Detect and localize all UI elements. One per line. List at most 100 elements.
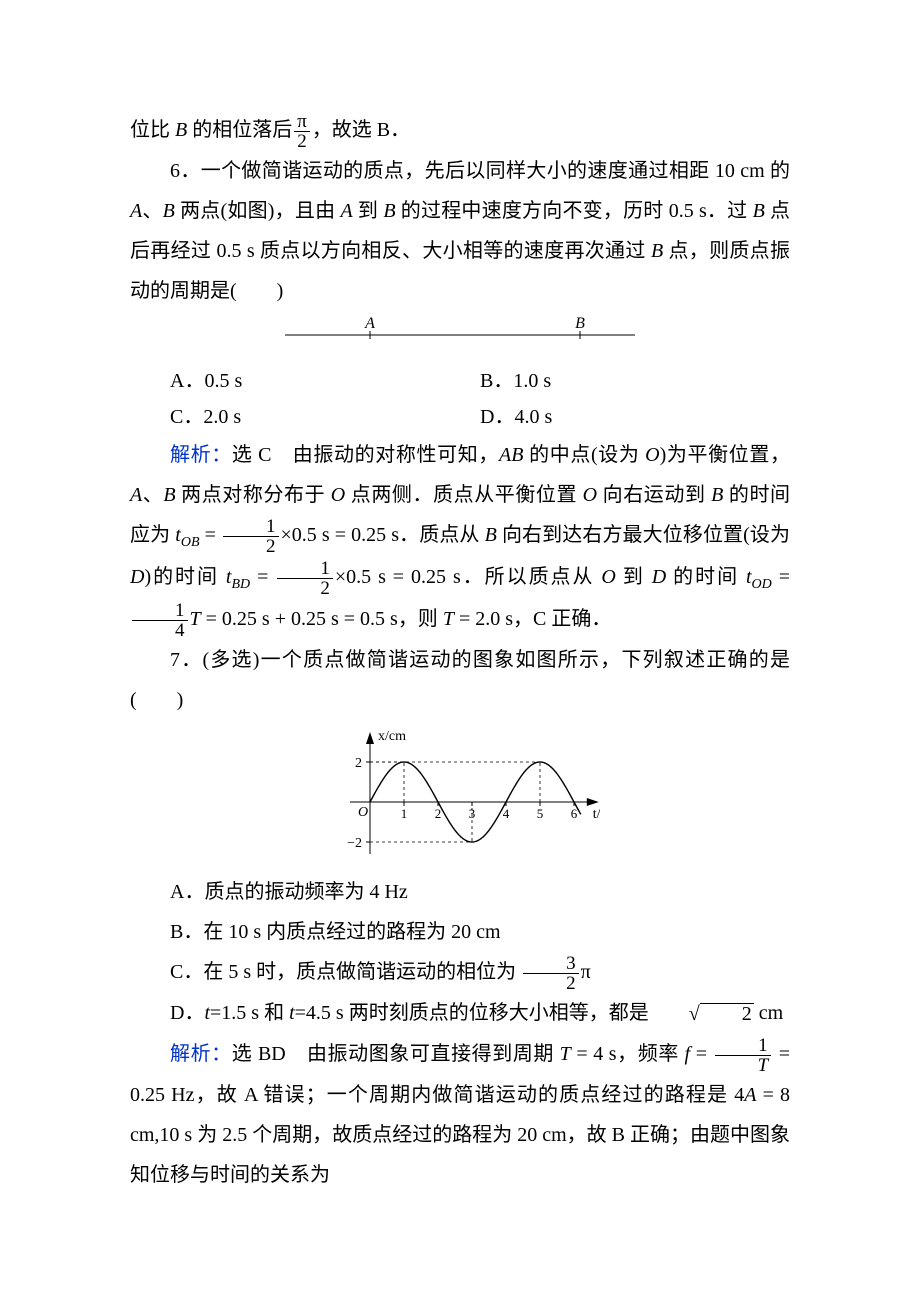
- option-a: A．0.5 s: [170, 363, 480, 399]
- var-b: B: [175, 119, 187, 141]
- svg-text:2: 2: [355, 756, 362, 771]
- svg-text:x/cm: x/cm: [378, 729, 406, 744]
- text: ×0.5 s = 0.25 s．质点从: [281, 524, 485, 546]
- var-T: T: [560, 1043, 571, 1065]
- var-ab: AB: [499, 444, 523, 466]
- svg-text:t/s: t/s: [593, 807, 600, 822]
- line-ab-diagram: AB: [275, 315, 645, 345]
- var-o: O: [583, 484, 597, 506]
- var-d: D: [652, 566, 666, 588]
- text: ×0.5 s = 0.25 s．所以质点从: [335, 566, 602, 588]
- text: 、: [142, 484, 163, 506]
- var-a: A: [130, 200, 142, 222]
- svg-text:4: 4: [503, 806, 510, 821]
- var-b: B: [711, 484, 723, 506]
- text: = 4 s，频率: [571, 1043, 685, 1065]
- answer: 选 BD: [232, 1043, 307, 1065]
- option-b: B．1.0 s: [480, 363, 790, 399]
- option-a: A．质点的振动频率为 4 Hz: [130, 872, 790, 912]
- solution-label: 解析：: [170, 444, 232, 466]
- fraction-1-4: 1 4: [132, 601, 188, 640]
- fraction-3-2: 3 2: [523, 954, 579, 993]
- text: = 2.0 s，C 正确．: [454, 608, 611, 630]
- q7-figure: 2−2123456x/cmt/sO: [130, 724, 790, 868]
- text: =: [690, 1043, 712, 1065]
- text: 两点对称分布于: [176, 484, 331, 506]
- q6-figure: AB: [130, 315, 790, 359]
- text: 的时间: [666, 566, 746, 588]
- q-number: 7．: [170, 649, 202, 671]
- svg-text:2: 2: [435, 806, 442, 821]
- text: 的过程中速度方向不变，历时 0.5 s．过: [396, 200, 753, 222]
- svg-text:O: O: [358, 805, 368, 820]
- var-b: B: [753, 200, 765, 222]
- var-a: A: [130, 484, 142, 506]
- var-b: B: [163, 200, 175, 222]
- pre-q6-tail: 位比 B 的相位落后 π 2 ，故选 B．: [130, 110, 790, 151]
- svg-text:1: 1: [401, 806, 408, 821]
- text: 点两侧．质点从平衡位置: [345, 484, 582, 506]
- q-number: 6．: [170, 160, 201, 182]
- var-b: B: [651, 240, 663, 262]
- text: 由振动的对称性可知，: [293, 444, 499, 466]
- text: D．: [170, 1002, 204, 1024]
- q6-options: A．0.5 s B．1.0 s C．2.0 s D．4.0 s: [130, 363, 790, 435]
- text: 向右到达右方最大位移位置(设为: [497, 524, 790, 546]
- text: 到: [353, 200, 384, 222]
- subscript-ob: OB: [181, 535, 200, 550]
- text: C．在 5 s 时，质点做简谐运动的相位为: [170, 961, 521, 983]
- svg-text:B: B: [575, 315, 585, 332]
- sqrt-2: √2: [649, 994, 754, 1034]
- var-a: A: [341, 200, 353, 222]
- text: 位比: [130, 119, 175, 141]
- text: )为平衡位置，: [660, 444, 790, 466]
- text: 到: [616, 566, 652, 588]
- text: )的时间: [144, 566, 225, 588]
- text: π: [581, 961, 591, 983]
- text: 一个做简谐运动的质点，先后以同样大小的速度通过相距 10 cm 的: [201, 160, 790, 182]
- text: 两点(如图)，且由: [175, 200, 341, 222]
- svg-text:−2: −2: [347, 836, 362, 851]
- svg-text:A: A: [364, 315, 375, 332]
- var-o: O: [645, 444, 659, 466]
- var-T: T: [190, 608, 201, 630]
- var-o: O: [331, 484, 345, 506]
- svg-text:5: 5: [537, 806, 544, 821]
- var-A: A: [744, 1084, 756, 1106]
- text: =4.5 s 两时刻质点的位移大小相等，都是: [295, 1002, 649, 1024]
- q7-solution: 解析：选 BD 由振动图象可直接得到周期 T = 4 s，频率 f = 1 T …: [130, 1034, 790, 1195]
- answer: 选 C: [232, 444, 293, 466]
- text: =: [250, 566, 275, 588]
- fraction-pi-2: π 2: [294, 112, 310, 151]
- text: 由振动图象可直接得到周期: [307, 1043, 560, 1065]
- var-o: O: [601, 566, 615, 588]
- var-b: B: [163, 484, 175, 506]
- var-T: T: [443, 608, 454, 630]
- text: cm: [754, 1002, 783, 1024]
- option-d: D．4.0 s: [480, 399, 790, 435]
- subscript-od: OD: [752, 577, 772, 592]
- text: =: [200, 524, 221, 546]
- q6-stem: 6．一个做简谐运动的质点，先后以同样大小的速度通过相距 10 cm 的 A、B …: [130, 151, 790, 311]
- option-c: C．2.0 s: [170, 399, 480, 435]
- var-d: D: [130, 566, 144, 588]
- sine-wave-graph: 2−2123456x/cmt/sO: [320, 724, 600, 854]
- text: 的中点(设为: [523, 444, 645, 466]
- text: 的相位落后: [187, 119, 292, 141]
- var-b: B: [383, 200, 395, 222]
- text: 向右运动到: [597, 484, 711, 506]
- option-c: C．在 5 s 时，质点做简谐运动的相位为 3 2 π: [130, 952, 790, 993]
- text: 、: [142, 200, 162, 222]
- option-d: D．t=1.5 s 和 t=4.5 s 两时刻质点的位移大小相等，都是√2 cm: [130, 993, 790, 1034]
- option-b: B．在 10 s 内质点经过的路程为 20 cm: [130, 912, 790, 952]
- text: = 0.25 s + 0.25 s = 0.5 s，则: [201, 608, 443, 630]
- fraction-1-2: 1 2: [223, 517, 279, 556]
- q7-stem: 7．(多选)一个质点做简谐运动的图象如图所示，下列叙述正确的是( ): [130, 640, 790, 720]
- subscript-bd: BD: [231, 577, 250, 592]
- text: =1.5 s 和: [210, 1002, 289, 1024]
- var-b: B: [485, 524, 497, 546]
- text: (多选)一个质点做简谐运动的图象如图所示，下列叙述正确的是( ): [130, 649, 790, 711]
- fraction-1-T: 1 T: [715, 1036, 772, 1075]
- text: =: [772, 566, 790, 588]
- q6-solution: 解析：选 C 由振动的对称性可知，AB 的中点(设为 O)为平衡位置，A、B 两…: [130, 435, 790, 640]
